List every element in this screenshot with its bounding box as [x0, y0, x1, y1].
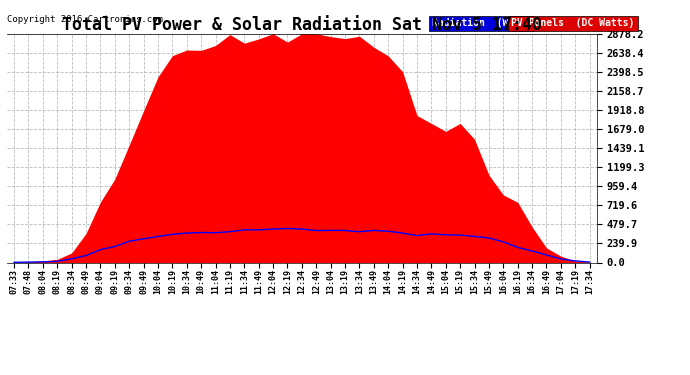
Text: Copyright 2016 Cartronics.com: Copyright 2016 Cartronics.com: [7, 15, 163, 24]
Text: PV Panels  (DC Watts): PV Panels (DC Watts): [511, 18, 635, 28]
Title: Total PV Power & Solar Radiation Sat Nov 5 17:40: Total PV Power & Solar Radiation Sat Nov…: [62, 16, 542, 34]
Text: Radiation  (W/m2): Radiation (W/m2): [432, 18, 531, 28]
